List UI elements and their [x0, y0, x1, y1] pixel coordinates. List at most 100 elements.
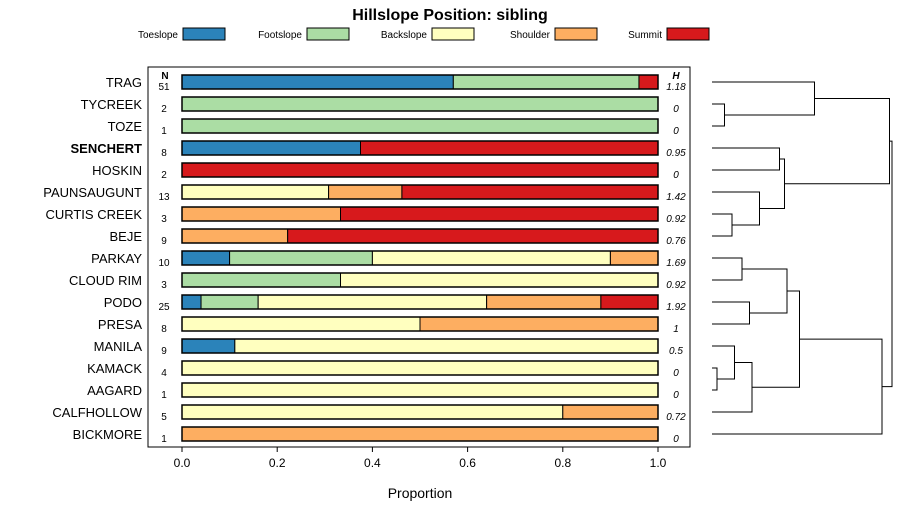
- series-label-toze: TOZE: [108, 119, 143, 134]
- bar-segment-parkay-backslope: [371, 250, 611, 266]
- bar-segment-cloud-rim-footslope: [181, 272, 342, 288]
- x-tick-label-3: 0.6: [459, 456, 476, 470]
- bar-outline-hoskin: [181, 162, 659, 178]
- bar-segment-trag-toeslope: [181, 74, 454, 90]
- n-value-podo: 25: [158, 302, 170, 313]
- legend-swatch-toeslope: [182, 27, 226, 41]
- x-tick-label-5: 1.0: [650, 456, 667, 470]
- series-label-calfhollow: CALFHOLLOW: [52, 405, 142, 420]
- h-value-parkay: 1.69: [666, 258, 686, 269]
- x-tick-label-1: 0.2: [269, 456, 286, 470]
- legend-swatch-shoulder: [554, 27, 598, 41]
- dendrogram-merge-7: [712, 191, 760, 226]
- h-value-manila: 0.5: [669, 346, 683, 357]
- bar-outline-cloud-rim: [181, 272, 659, 288]
- n-value-bickmore: 1: [161, 434, 167, 445]
- legend: Toeslope Footslope Backslope Shoulder Summit: [138, 27, 710, 41]
- bar-segment-trag-footslope: [452, 74, 640, 90]
- n-value-aagard: 1: [161, 390, 167, 401]
- n-value-tycreek: 2: [161, 104, 167, 115]
- legend-label-footslope: Footslope: [258, 30, 302, 41]
- dendrogram-merge-9: [759, 158, 785, 209]
- bar-segment-toze-footslope: [181, 118, 659, 134]
- bar-outline-senchert: [181, 140, 659, 156]
- bar-segment-parkay-shoulder: [609, 250, 659, 266]
- plot-frame: [147, 66, 691, 448]
- dendrogram-merge-15: [882, 140, 893, 388]
- bar-segment-beje-summit: [287, 228, 659, 244]
- bar-segment-presa-backslope: [181, 316, 421, 332]
- legend-label-toeslope: Toeslope: [138, 30, 178, 41]
- bar-segment-kamack-backslope: [181, 360, 659, 376]
- dendrogram-merge-3: [712, 345, 735, 380]
- series-label-parkay: PARKAY: [91, 251, 142, 266]
- dendrogram-merge-10: [742, 268, 788, 314]
- dendrogram-merge-8: [712, 147, 780, 171]
- dendrogram-merge-14: [784, 98, 890, 185]
- h-value-hoskin: 0: [673, 170, 679, 181]
- h-column-header: H: [672, 71, 680, 82]
- bar-segment-paunsaugunt-summit: [401, 184, 659, 200]
- bar-segment-podo-summit: [600, 294, 659, 310]
- h-value-kamack: 0: [673, 368, 679, 379]
- dendrogram-merge-11: [752, 290, 800, 388]
- bar-segment-beje-shoulder: [181, 228, 289, 244]
- bar-segment-paunsaugunt-backslope: [181, 184, 330, 200]
- series-label-podo: PODO: [104, 295, 142, 310]
- n-value-paunsaugunt: 13: [158, 192, 170, 203]
- h-value-paunsaugunt: 1.42: [666, 192, 686, 203]
- x-tick-label-4: 0.8: [554, 456, 571, 470]
- x-tick-label-2: 0.4: [364, 456, 381, 470]
- bar-segment-podo-toeslope: [181, 294, 202, 310]
- bar-segment-presa-shoulder: [419, 316, 659, 332]
- bar-segment-manila-toeslope: [181, 338, 236, 354]
- bar-outline-aagard: [181, 382, 659, 398]
- dendrogram-merge-6: [712, 257, 743, 281]
- bar-segment-hoskin-summit: [181, 162, 659, 178]
- x-axis-label: Proportion: [388, 485, 453, 501]
- h-value-senchert: 0.95: [666, 148, 686, 159]
- bar-outline-podo: [181, 294, 659, 310]
- dendrogram-merge-0: [712, 367, 718, 391]
- legend-label-shoulder: Shoulder: [510, 30, 551, 41]
- h-value-curtis-creek: 0.92: [666, 214, 686, 225]
- dendrogram-merge-4: [712, 362, 753, 413]
- series-label-hoskin: HOSKIN: [92, 163, 142, 178]
- h-value-calfhollow: 0.72: [666, 412, 686, 423]
- legend-swatch-backslope: [431, 27, 475, 41]
- n-column-header: N: [161, 71, 168, 82]
- bar-outline-curtis-creek: [181, 206, 659, 222]
- h-value-aagard: 0: [673, 390, 679, 401]
- dendrogram-merge-1: [712, 103, 725, 127]
- n-value-curtis-creek: 3: [161, 214, 167, 225]
- bar-segment-parkay-footslope: [229, 250, 373, 266]
- h-value-presa: 1: [673, 324, 679, 335]
- bar-outline-tycreek: [181, 96, 659, 112]
- n-value-calfhollow: 5: [161, 412, 167, 423]
- bar-outline-parkay: [181, 250, 659, 266]
- bar-segment-podo-footslope: [200, 294, 259, 310]
- n-value-kamack: 4: [161, 368, 167, 379]
- legend-swatch-footslope: [306, 27, 350, 41]
- n-value-toze: 1: [161, 126, 167, 137]
- n-value-trag: 51: [158, 82, 170, 93]
- n-value-parkay: 10: [158, 258, 170, 269]
- h-value-bickmore: 0: [673, 434, 679, 445]
- bar-segment-aagard-backslope: [181, 382, 659, 398]
- bar-segment-podo-backslope: [257, 294, 488, 310]
- bar-segment-tycreek-footslope: [181, 96, 659, 112]
- h-value-trag: 1.18: [666, 82, 686, 93]
- h-value-tycreek: 0: [673, 104, 679, 115]
- bar-segment-calfhollow-shoulder: [562, 404, 659, 420]
- bar-outline-trag: [181, 74, 659, 90]
- n-value-hoskin: 2: [161, 170, 167, 181]
- series-label-manila: MANILA: [94, 339, 143, 354]
- h-value-podo: 1.92: [666, 302, 686, 313]
- n-value-cloud-rim: 3: [161, 280, 167, 291]
- dendrogram-merge-5: [712, 301, 750, 325]
- series-label-cloud-rim: CLOUD RIM: [69, 273, 142, 288]
- bar-segment-cloud-rim-backslope: [340, 272, 659, 288]
- bar-segment-senchert-toeslope: [181, 140, 361, 156]
- series-label-beje: BEJE: [109, 229, 142, 244]
